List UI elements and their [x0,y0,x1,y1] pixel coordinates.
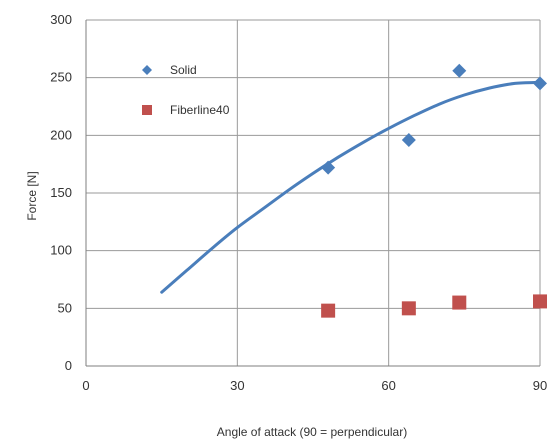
solid-point [401,132,416,147]
x-tick-label: 30 [230,378,244,393]
legend-marker-solid [142,65,152,75]
legend-label-solid: Solid [170,63,197,77]
fiberline40-point [401,301,416,316]
fiberline40-point [533,294,547,309]
grid-lines [86,19,541,366]
solid-point [321,160,336,175]
trendline-group [160,80,542,294]
y-tick-labels: 0 50 100 150 200 250 300 [50,12,72,373]
solid-point [533,76,547,91]
data-points [321,63,547,318]
fiberline40-point [321,303,336,318]
x-tick-label: 60 [381,378,395,393]
x-tick-label: 90 [533,378,547,393]
y-tick-label: 50 [58,300,72,315]
legend: Solid Fiberline40 [142,63,230,117]
y-tick-label: 250 [50,70,72,85]
axes [85,20,540,367]
y-tick-label: 0 [65,358,72,373]
legend-label-fiberline40: Fiberline40 [170,103,230,117]
y-tick-label: 100 [50,243,72,258]
y-tick-label: 300 [50,12,72,27]
fiberline40-point [452,295,467,310]
y-axis-title: Force [N] [25,171,39,220]
legend-marker-fiberline40 [142,105,152,115]
y-tick-label: 200 [50,127,72,142]
y-tick-label: 150 [50,185,72,200]
x-tick-label: 0 [82,378,89,393]
solid-point [452,63,467,78]
x-tick-labels: 0 30 60 90 [82,378,547,393]
solid-trendline [160,80,542,294]
x-axis-title: Angle of attack (90 = perpendicular) [217,425,407,439]
